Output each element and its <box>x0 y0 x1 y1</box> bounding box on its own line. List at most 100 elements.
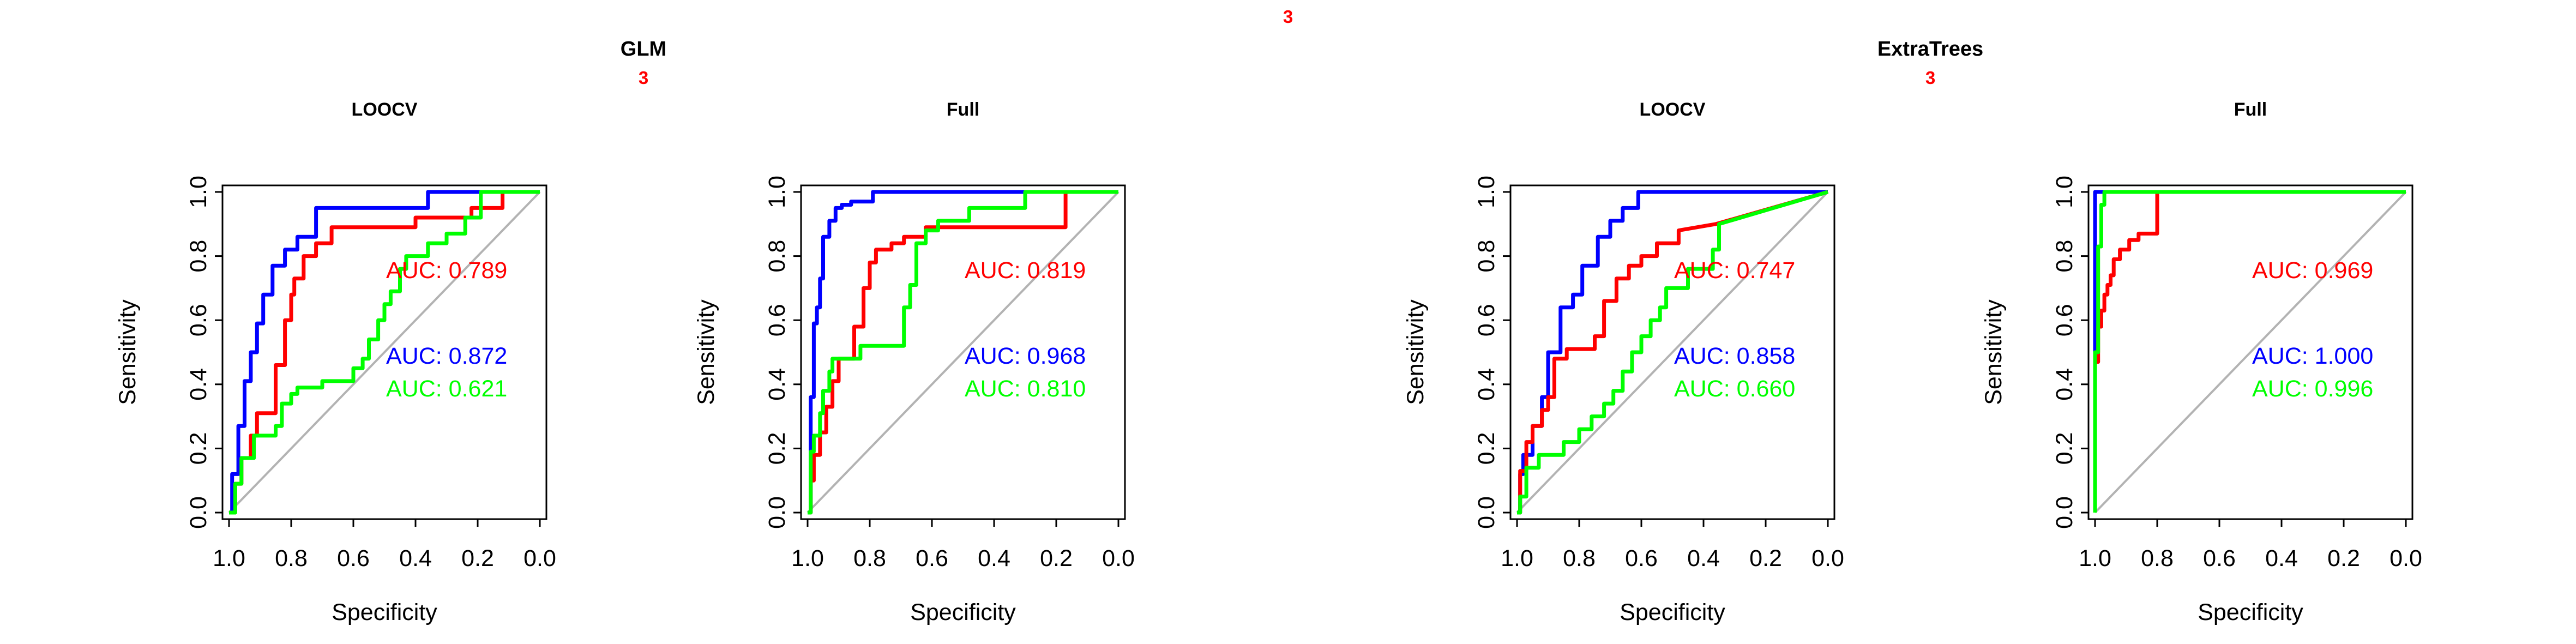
x-tick-label: 0.6 <box>1625 545 1658 571</box>
x-tick-label: 0.0 <box>523 545 556 571</box>
x-tick-label: 0.6 <box>2203 545 2236 571</box>
y-axis-title: Sensitivity <box>115 299 141 405</box>
roc-panels: LOOCV 1.0 0.8 0.6 0.4 0.2 0.0 0.0 0.2 0.4 0.6 0.8 1.… <box>115 99 2422 625</box>
roc-panel-glm-full: Full 1.0 0.8 0.6 0.4 0.2 0.0 0.0 0.2 0.4 0.6 0.8 1.0… <box>693 99 1135 625</box>
auc-label-series-0: AUC: 0.872 <box>386 343 507 369</box>
roc-panel-glm-loocv: LOOCV 1.0 0.8 0.6 0.4 0.2 0.0 0.0 0.2 0.4 0.6 0.8 1.… <box>115 99 556 625</box>
x-tick-label: 1.0 <box>791 545 824 571</box>
y-tick-label: 0.6 <box>2051 304 2078 336</box>
group-title-extratrees: ExtraTrees <box>1877 38 1983 61</box>
x-tick-label: 0.8 <box>1563 545 1596 571</box>
reference-diagonal <box>1516 191 1829 514</box>
roc-curve-series-2 <box>808 190 1118 515</box>
group-sub-label-glm: 3 <box>639 68 648 88</box>
y-tick-label: 0.8 <box>1473 240 1500 273</box>
y-tick-label: 0.2 <box>1473 432 1500 465</box>
x-tick-label: 0.8 <box>2141 545 2174 571</box>
x-axis-title: Specificity <box>1620 599 1725 625</box>
panel-title: Full <box>2234 99 2267 120</box>
x-tick-label: 0.6 <box>337 545 370 571</box>
plot-frame <box>2087 184 2414 520</box>
reference-diagonal <box>228 191 541 514</box>
y-axis-title: Sensitivity <box>693 299 719 405</box>
y-tick-label: 0.0 <box>764 496 790 529</box>
auc-label-series-2: AUC: 0.660 <box>1674 376 1795 402</box>
y-tick-label: 0.4 <box>1473 368 1500 401</box>
roc-curve-series-1 <box>2093 190 2406 513</box>
roc-panel-extratrees-full: Full 1.0 0.8 0.6 0.4 0.2 0.0 0.0 0.2 0.4 0.6 0.8 1.0… <box>1981 99 2422 625</box>
y-tick-label: 0.8 <box>185 240 212 273</box>
x-tick-label: 1.0 <box>2079 545 2111 571</box>
roc-panel-extratrees-loocv: LOOCV 1.0 0.8 0.6 0.4 0.2 0.0 0.0 0.2 0.4 0.6 0.8 1.… <box>1403 99 1844 625</box>
x-axis-title: Specificity <box>332 599 437 625</box>
auc-label-series-1: AUC: 0.819 <box>965 257 1086 284</box>
x-tick-label: 0.8 <box>853 545 886 571</box>
roc-curve-series-0 <box>808 190 1118 515</box>
roc-curve-series-1 <box>1517 190 1828 515</box>
y-tick-label: 0.6 <box>764 304 790 336</box>
auc-label-series-2: AUC: 0.810 <box>965 376 1086 402</box>
plot-frame <box>800 184 1126 520</box>
auc-label-series-1: AUC: 0.747 <box>1674 257 1795 284</box>
x-tick-label: 1.0 <box>213 545 245 571</box>
panel-title: Full <box>947 99 979 120</box>
auc-label-series-2: AUC: 0.996 <box>2252 376 2373 402</box>
x-tick-label: 0.0 <box>1811 545 1844 571</box>
y-tick-label: 0.4 <box>185 368 212 401</box>
roc-curve-series-2 <box>229 190 540 515</box>
auc-label-series-1: AUC: 0.969 <box>2252 257 2373 284</box>
figure-top-label: 3 <box>1283 7 1293 27</box>
y-tick-label: 0.0 <box>1473 496 1500 529</box>
y-tick-label: 0.0 <box>185 496 212 529</box>
x-axis-title: Specificity <box>2198 599 2303 625</box>
x-tick-label: 0.4 <box>978 545 1010 571</box>
x-tick-label: 0.8 <box>275 545 308 571</box>
y-axis-title: Sensitivity <box>1981 299 2007 405</box>
y-tick-label: 0.0 <box>2051 496 2078 529</box>
x-tick-label: 0.4 <box>399 545 432 571</box>
plot-frame <box>1509 184 1835 520</box>
plot-frame <box>221 184 547 520</box>
y-axis-title: Sensitivity <box>1403 299 1429 405</box>
panel-title: LOOCV <box>352 99 418 120</box>
roc-curve-series-1 <box>808 190 1118 515</box>
y-tick-label: 0.2 <box>2051 432 2078 465</box>
y-tick-label: 0.6 <box>1473 304 1500 336</box>
auc-label-series-0: AUC: 1.000 <box>2252 343 2373 369</box>
x-tick-label: 0.2 <box>2327 545 2360 571</box>
y-tick-label: 0.8 <box>764 240 790 273</box>
y-tick-label: 0.4 <box>764 368 790 401</box>
auc-label-series-1: AUC: 0.789 <box>386 257 507 284</box>
y-tick-label: 0.2 <box>185 432 212 465</box>
y-tick-label: 1.0 <box>2051 176 2078 208</box>
auc-label-series-2: AUC: 0.621 <box>386 376 507 402</box>
x-tick-label: 0.6 <box>916 545 948 571</box>
x-tick-label: 0.4 <box>2265 545 2298 571</box>
auc-label-series-0: AUC: 0.858 <box>1674 343 1795 369</box>
x-tick-label: 0.2 <box>1749 545 1782 571</box>
group-title-glm: GLM <box>621 38 666 61</box>
x-tick-label: 0.2 <box>461 545 494 571</box>
panel-title: LOOCV <box>1640 99 1706 120</box>
y-tick-label: 1.0 <box>764 176 790 208</box>
auc-label-series-0: AUC: 0.968 <box>965 343 1086 369</box>
roc-curve-series-0 <box>229 190 540 515</box>
y-tick-label: 0.8 <box>2051 240 2078 273</box>
reference-diagonal <box>2094 191 2407 514</box>
y-tick-label: 1.0 <box>185 176 212 208</box>
roc-curve-series-2 <box>1517 190 1828 515</box>
x-tick-label: 0.0 <box>2390 545 2422 571</box>
reference-diagonal <box>806 191 1120 514</box>
y-tick-label: 0.2 <box>764 432 790 465</box>
group-sub-label-extratrees: 3 <box>1925 68 1935 88</box>
x-tick-label: 0.2 <box>1040 545 1073 571</box>
x-axis-title: Specificity <box>910 599 1016 625</box>
roc-curve-series-2 <box>2093 190 2406 513</box>
x-tick-label: 0.0 <box>1102 545 1135 571</box>
y-tick-label: 0.6 <box>185 304 212 336</box>
y-tick-label: 1.0 <box>1473 176 1500 208</box>
x-tick-label: 1.0 <box>1501 545 1533 571</box>
x-tick-label: 0.4 <box>1687 545 1720 571</box>
